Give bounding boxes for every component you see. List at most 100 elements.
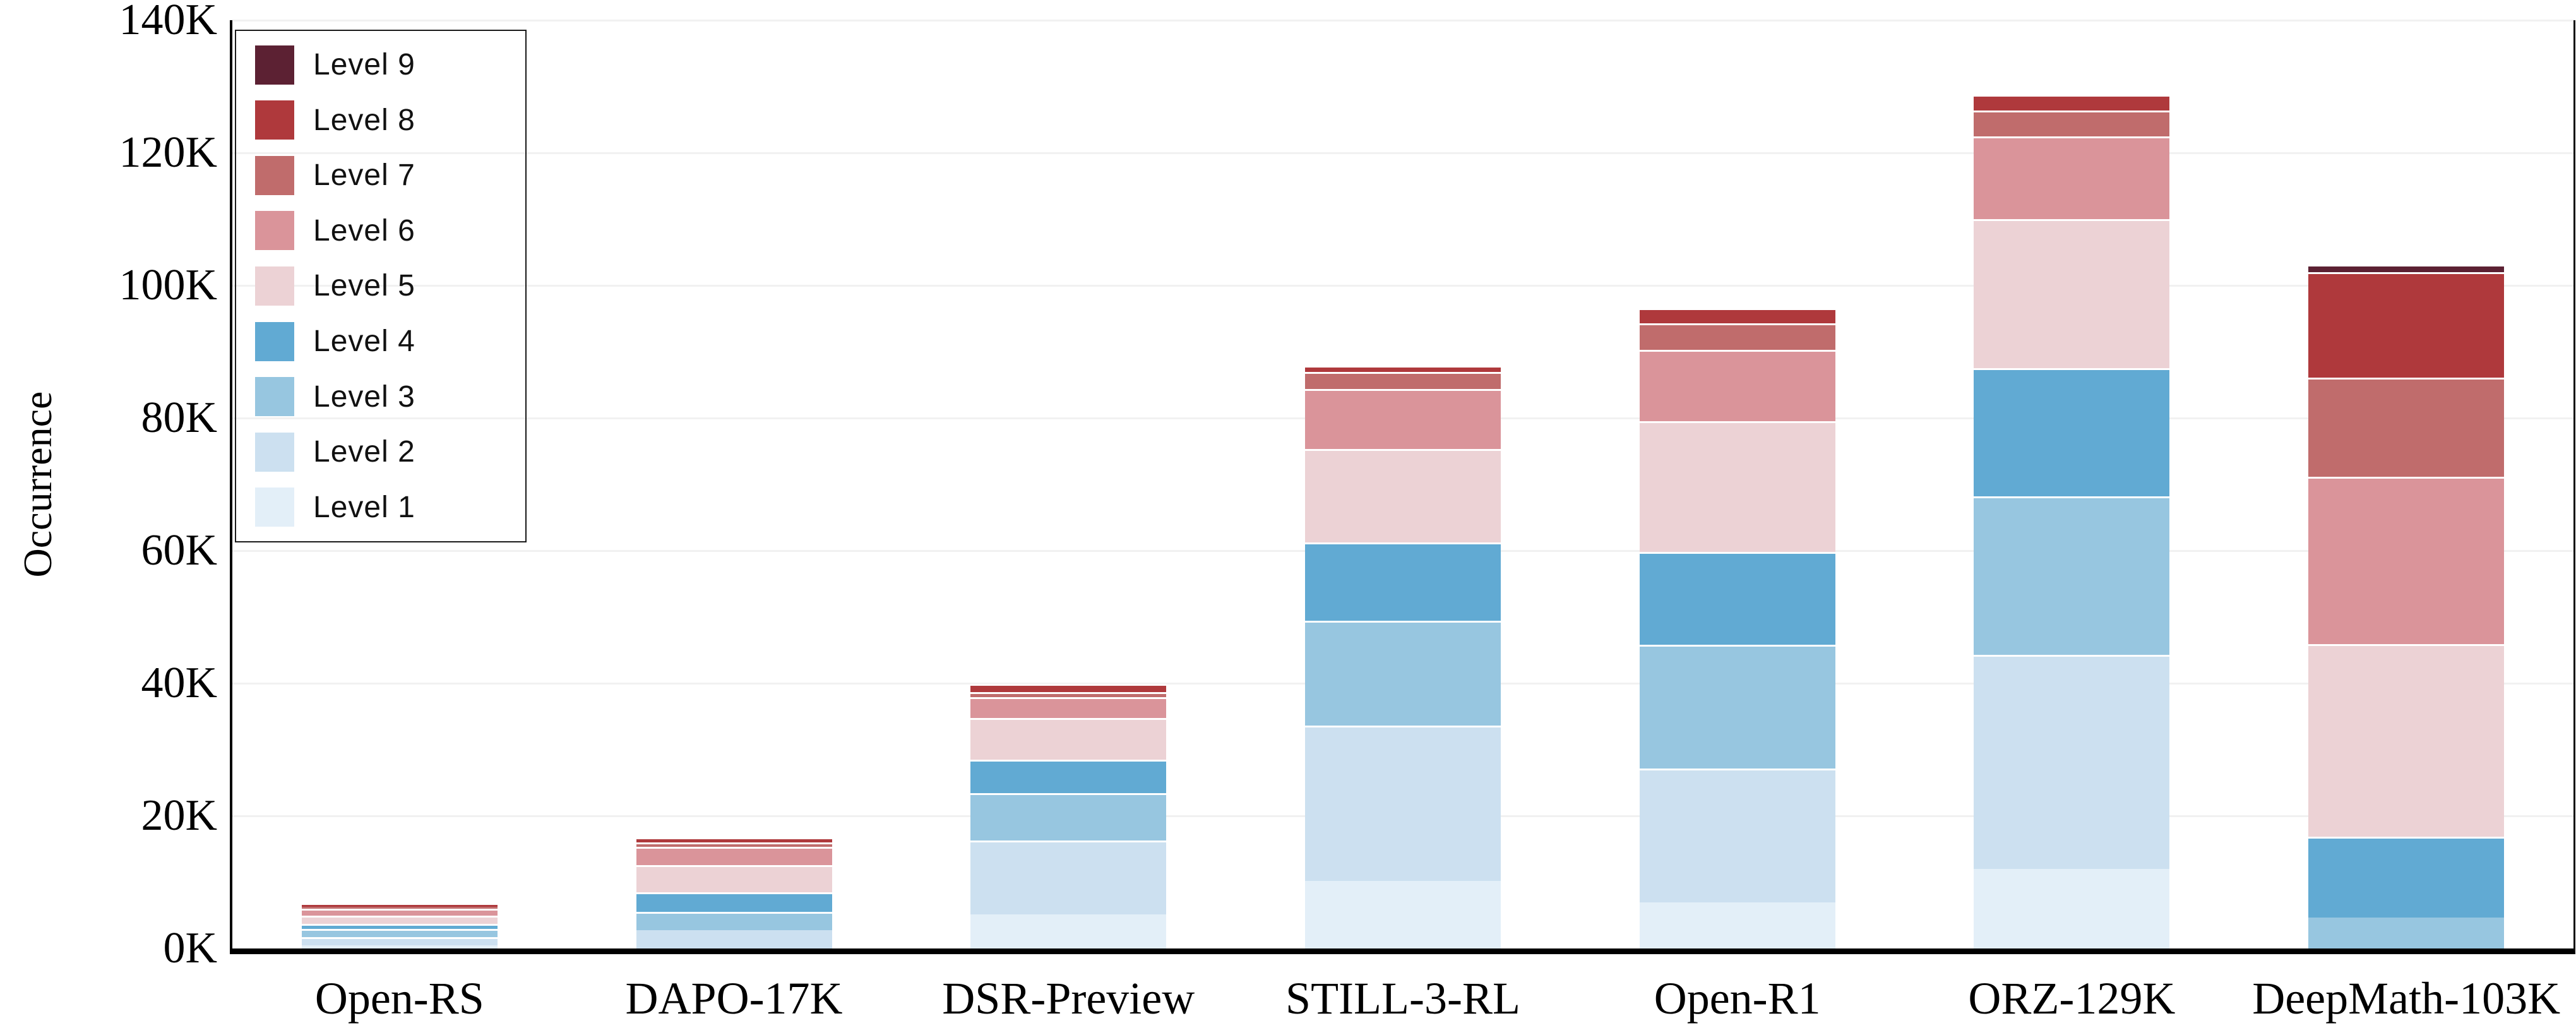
segment-ORZ-129K-level-1 — [1974, 869, 2170, 948]
segment-Open-R1-level-6 — [1639, 349, 1835, 422]
legend: Level 9 Level 8 Level 7 Level 6 Level 5 Level… — [235, 30, 527, 542]
segment-Open-RS-level-3 — [301, 928, 498, 938]
legend-row-level-9: Level 9 — [255, 45, 525, 85]
segment-DAPO-17K-level-6 — [636, 847, 832, 865]
segment-Open-RS-level-8 — [301, 902, 498, 907]
segment-DAPO-17K-level-5 — [636, 864, 832, 892]
legend-swatch-level-5 — [255, 266, 294, 306]
segment-ORZ-129K-level-4 — [1974, 368, 2170, 496]
segment-Open-R1-level-2 — [1639, 769, 1835, 902]
segment-DSR-Preview-level-2 — [970, 840, 1167, 915]
segment-DeepMath-103K-level-6 — [2308, 477, 2505, 645]
x-category-label-Open-RS: Open-RS — [314, 973, 484, 1024]
segment-Open-RS-level-7 — [301, 906, 498, 909]
segment-Open-RS-level-6 — [301, 909, 498, 916]
bar-STILL-3-RL — [1305, 20, 1501, 948]
legend-row-level-7: Level 7 — [255, 155, 525, 195]
legend-swatch-level-4 — [255, 321, 294, 361]
legend-swatch-level-7 — [255, 155, 294, 195]
legend-label-level-8: Level 8 — [313, 103, 415, 137]
segment-ORZ-129K-level-3 — [1974, 496, 2170, 655]
segment-DAPO-17K-level-3 — [636, 912, 832, 930]
segment-DSR-Preview-level-7 — [970, 691, 1167, 698]
segment-DSR-Preview-level-6 — [970, 697, 1167, 718]
x-category-label-STILL-3-RL: STILL-3-RL — [1285, 973, 1520, 1024]
segment-DAPO-17K-level-8 — [636, 837, 832, 842]
segment-STILL-3-RL-level-2 — [1305, 726, 1501, 881]
segment-ORZ-129K-level-8 — [1974, 94, 2170, 111]
legend-row-level-8: Level 8 — [255, 100, 525, 140]
legend-label-level-2: Level 2 — [313, 435, 415, 469]
segment-STILL-3-RL-level-8 — [1305, 366, 1501, 372]
segment-Open-RS-level-4 — [301, 924, 498, 929]
y-tick-label-100K: 100K — [119, 261, 217, 309]
y-tick-label-60K: 60K — [141, 526, 217, 575]
x-category-label-DeepMath-103K: DeepMath-103K — [2252, 973, 2561, 1024]
legend-label-level-9: Level 9 — [313, 48, 415, 82]
legend-label-level-3: Level 3 — [313, 380, 415, 414]
segment-STILL-3-RL-level-6 — [1305, 388, 1501, 450]
bar-DSR-Preview — [970, 20, 1167, 948]
bar-DAPO-17K — [636, 20, 832, 948]
legend-label-level-7: Level 7 — [313, 159, 415, 193]
segment-DAPO-17K-level-2 — [636, 930, 832, 948]
segment-STILL-3-RL-level-4 — [1305, 542, 1501, 621]
legend-swatch-level-2 — [255, 432, 294, 472]
bar-ORZ-129K — [1974, 20, 2170, 948]
segment-Open-R1-level-3 — [1639, 645, 1835, 769]
legend-swatch-level-3 — [255, 377, 294, 417]
segment-Open-RS-level-5 — [301, 915, 498, 924]
x-category-label-DAPO-17K: DAPO-17K — [625, 973, 843, 1024]
segment-STILL-3-RL-level-5 — [1305, 449, 1501, 543]
y-tick-label-120K: 120K — [119, 128, 217, 177]
gridline-120k — [232, 152, 2573, 154]
legend-label-level-1: Level 1 — [313, 490, 415, 524]
x-category-label-Open-R1: Open-R1 — [1654, 973, 1821, 1024]
legend-label-level-5: Level 5 — [313, 269, 415, 303]
segment-Open-R1-level-4 — [1639, 552, 1835, 645]
segment-STILL-3-RL-level-1 — [1305, 880, 1501, 948]
segment-ORZ-129K-level-5 — [1974, 219, 2170, 369]
segment-DSR-Preview-level-4 — [970, 759, 1167, 794]
segment-ORZ-129K-level-6 — [1974, 136, 2170, 219]
x-category-label-ORZ-129K: ORZ-129K — [1968, 973, 2176, 1024]
y-tick-label-140K: 140K — [119, 0, 217, 44]
legend-row-level-3: Level 3 — [255, 377, 525, 417]
segment-DSR-Preview-level-8 — [970, 684, 1167, 692]
x-category-label-DSR-Preview: DSR-Preview — [942, 973, 1195, 1024]
segment-Open-R1-level-8 — [1639, 308, 1835, 323]
bar-DeepMath-103K — [2308, 20, 2505, 948]
segment-STILL-3-RL-level-3 — [1305, 621, 1501, 726]
y-tick-label-40K: 40K — [141, 659, 217, 707]
gridline-100k — [232, 285, 2573, 287]
segment-DAPO-17K-level-7 — [636, 842, 832, 847]
segment-STILL-3-RL-level-7 — [1305, 371, 1501, 389]
bar-Open-R1 — [1639, 20, 1835, 948]
segment-DeepMath-103K-level-9 — [2308, 265, 2505, 272]
segment-DAPO-17K-level-4 — [636, 892, 832, 912]
y-tick-label-20K: 20K — [141, 791, 217, 840]
segment-DeepMath-103K-level-3 — [2308, 917, 2505, 948]
bar-Open-RS — [301, 20, 498, 948]
gridline-140k — [232, 20, 2573, 21]
segment-Open-R1-level-1 — [1639, 902, 1835, 948]
segment-DeepMath-103K-level-5 — [2308, 644, 2505, 837]
y-tick-label-80K: 80K — [141, 393, 217, 442]
legend-label-level-6: Level 6 — [313, 213, 415, 248]
segment-ORZ-129K-level-7 — [1974, 110, 2170, 136]
segment-Open-RS-level-2 — [301, 937, 498, 945]
legend-label-level-4: Level 4 — [313, 325, 415, 358]
segment-DeepMath-103K-level-8 — [2308, 272, 2505, 378]
legend-row-level-4: Level 4 — [255, 321, 525, 361]
segment-Open-RS-level-1 — [301, 945, 498, 948]
segment-DSR-Preview-level-3 — [970, 793, 1167, 841]
plot-area — [230, 20, 2575, 954]
legend-swatch-level-8 — [255, 100, 294, 140]
segment-ORZ-129K-level-2 — [1974, 654, 2170, 869]
legend-swatch-level-6 — [255, 211, 294, 251]
segment-DeepMath-103K-level-4 — [2308, 836, 2505, 918]
segment-Open-R1-level-7 — [1639, 323, 1835, 350]
segment-DSR-Preview-level-5 — [970, 717, 1167, 760]
legend-row-level-2: Level 2 — [255, 432, 525, 472]
